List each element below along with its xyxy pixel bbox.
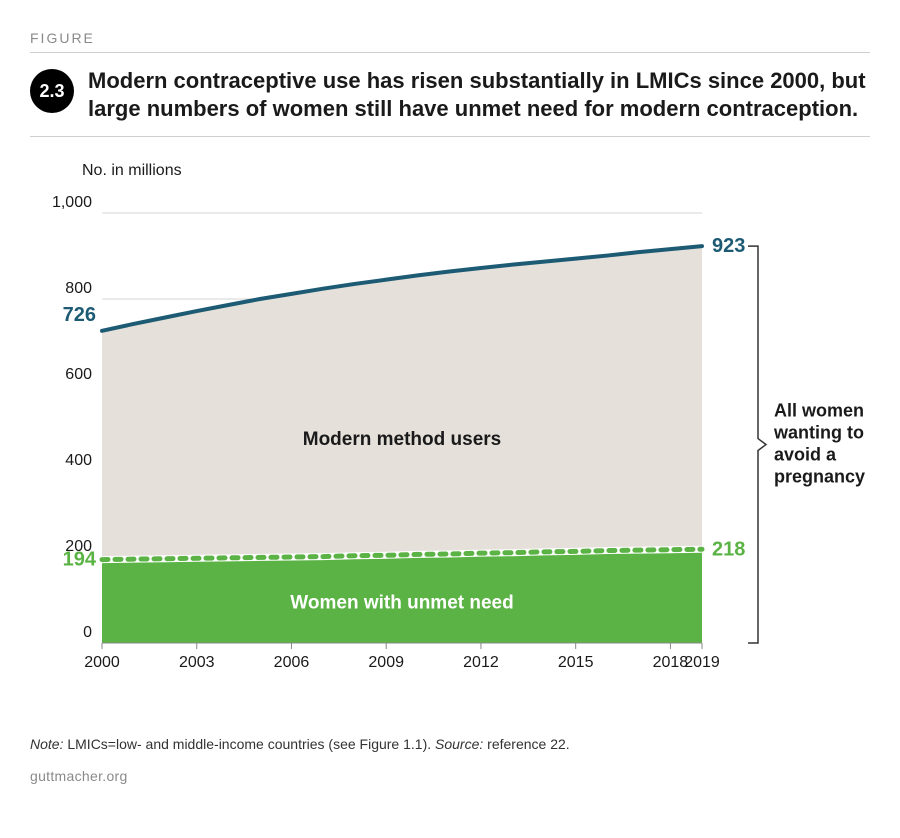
figure-footer: Note: LMICs=low- and middle-income count… xyxy=(30,736,870,784)
note-body: LMICs=low- and middle-income countries (… xyxy=(63,736,435,752)
figure-title: Modern contraceptive use has risen subst… xyxy=(88,67,870,122)
title-rule xyxy=(30,136,870,137)
x-tick-label: 2006 xyxy=(274,654,310,671)
y-tick-label: 400 xyxy=(65,452,92,469)
x-tick-label: 2019 xyxy=(684,654,720,671)
y-tick-label: 800 xyxy=(65,280,92,297)
source-body: reference 22. xyxy=(483,736,569,752)
y-tick-label: 600 xyxy=(65,366,92,383)
y-tick-label: 0 xyxy=(83,624,92,641)
unmet-need-label: Women with unmet need xyxy=(290,593,513,614)
x-tick-label: 2012 xyxy=(463,654,499,671)
y-tick-label: 1,000 xyxy=(52,194,92,211)
x-tick-label: 2000 xyxy=(84,654,120,671)
x-tick-label: 2018 xyxy=(653,654,689,671)
source-prefix: Source: xyxy=(435,736,483,752)
modern-users-label: Modern method users xyxy=(303,429,501,450)
total-end-label: 923 xyxy=(712,235,745,257)
total-start-label: 726 xyxy=(63,304,96,326)
x-tick-label: 2015 xyxy=(558,654,594,671)
figure-label: FIGURE xyxy=(30,30,870,46)
modern-users-area xyxy=(102,246,702,559)
figure-note: Note: LMICs=low- and middle-income count… xyxy=(30,736,870,752)
chart-svg: No. in millions02004006008001,0002000200… xyxy=(30,153,870,713)
header-rule xyxy=(30,52,870,53)
title-row: 2.3 Modern contraceptive use has risen s… xyxy=(30,67,870,122)
bracket xyxy=(748,246,766,643)
x-tick-label: 2003 xyxy=(179,654,215,671)
area-chart: No. in millions02004006008001,0002000200… xyxy=(30,153,870,718)
figure-number-badge: 2.3 xyxy=(30,69,74,113)
unmet-end-label: 218 xyxy=(712,538,745,560)
note-prefix: Note: xyxy=(30,736,63,752)
bracket-label: All womenwanting toavoid apregnancy xyxy=(773,401,865,487)
unmet-start-label: 194 xyxy=(63,549,97,571)
x-tick-label: 2009 xyxy=(368,654,404,671)
y-axis-title: No. in millions xyxy=(82,162,182,179)
attribution: guttmacher.org xyxy=(30,768,870,784)
